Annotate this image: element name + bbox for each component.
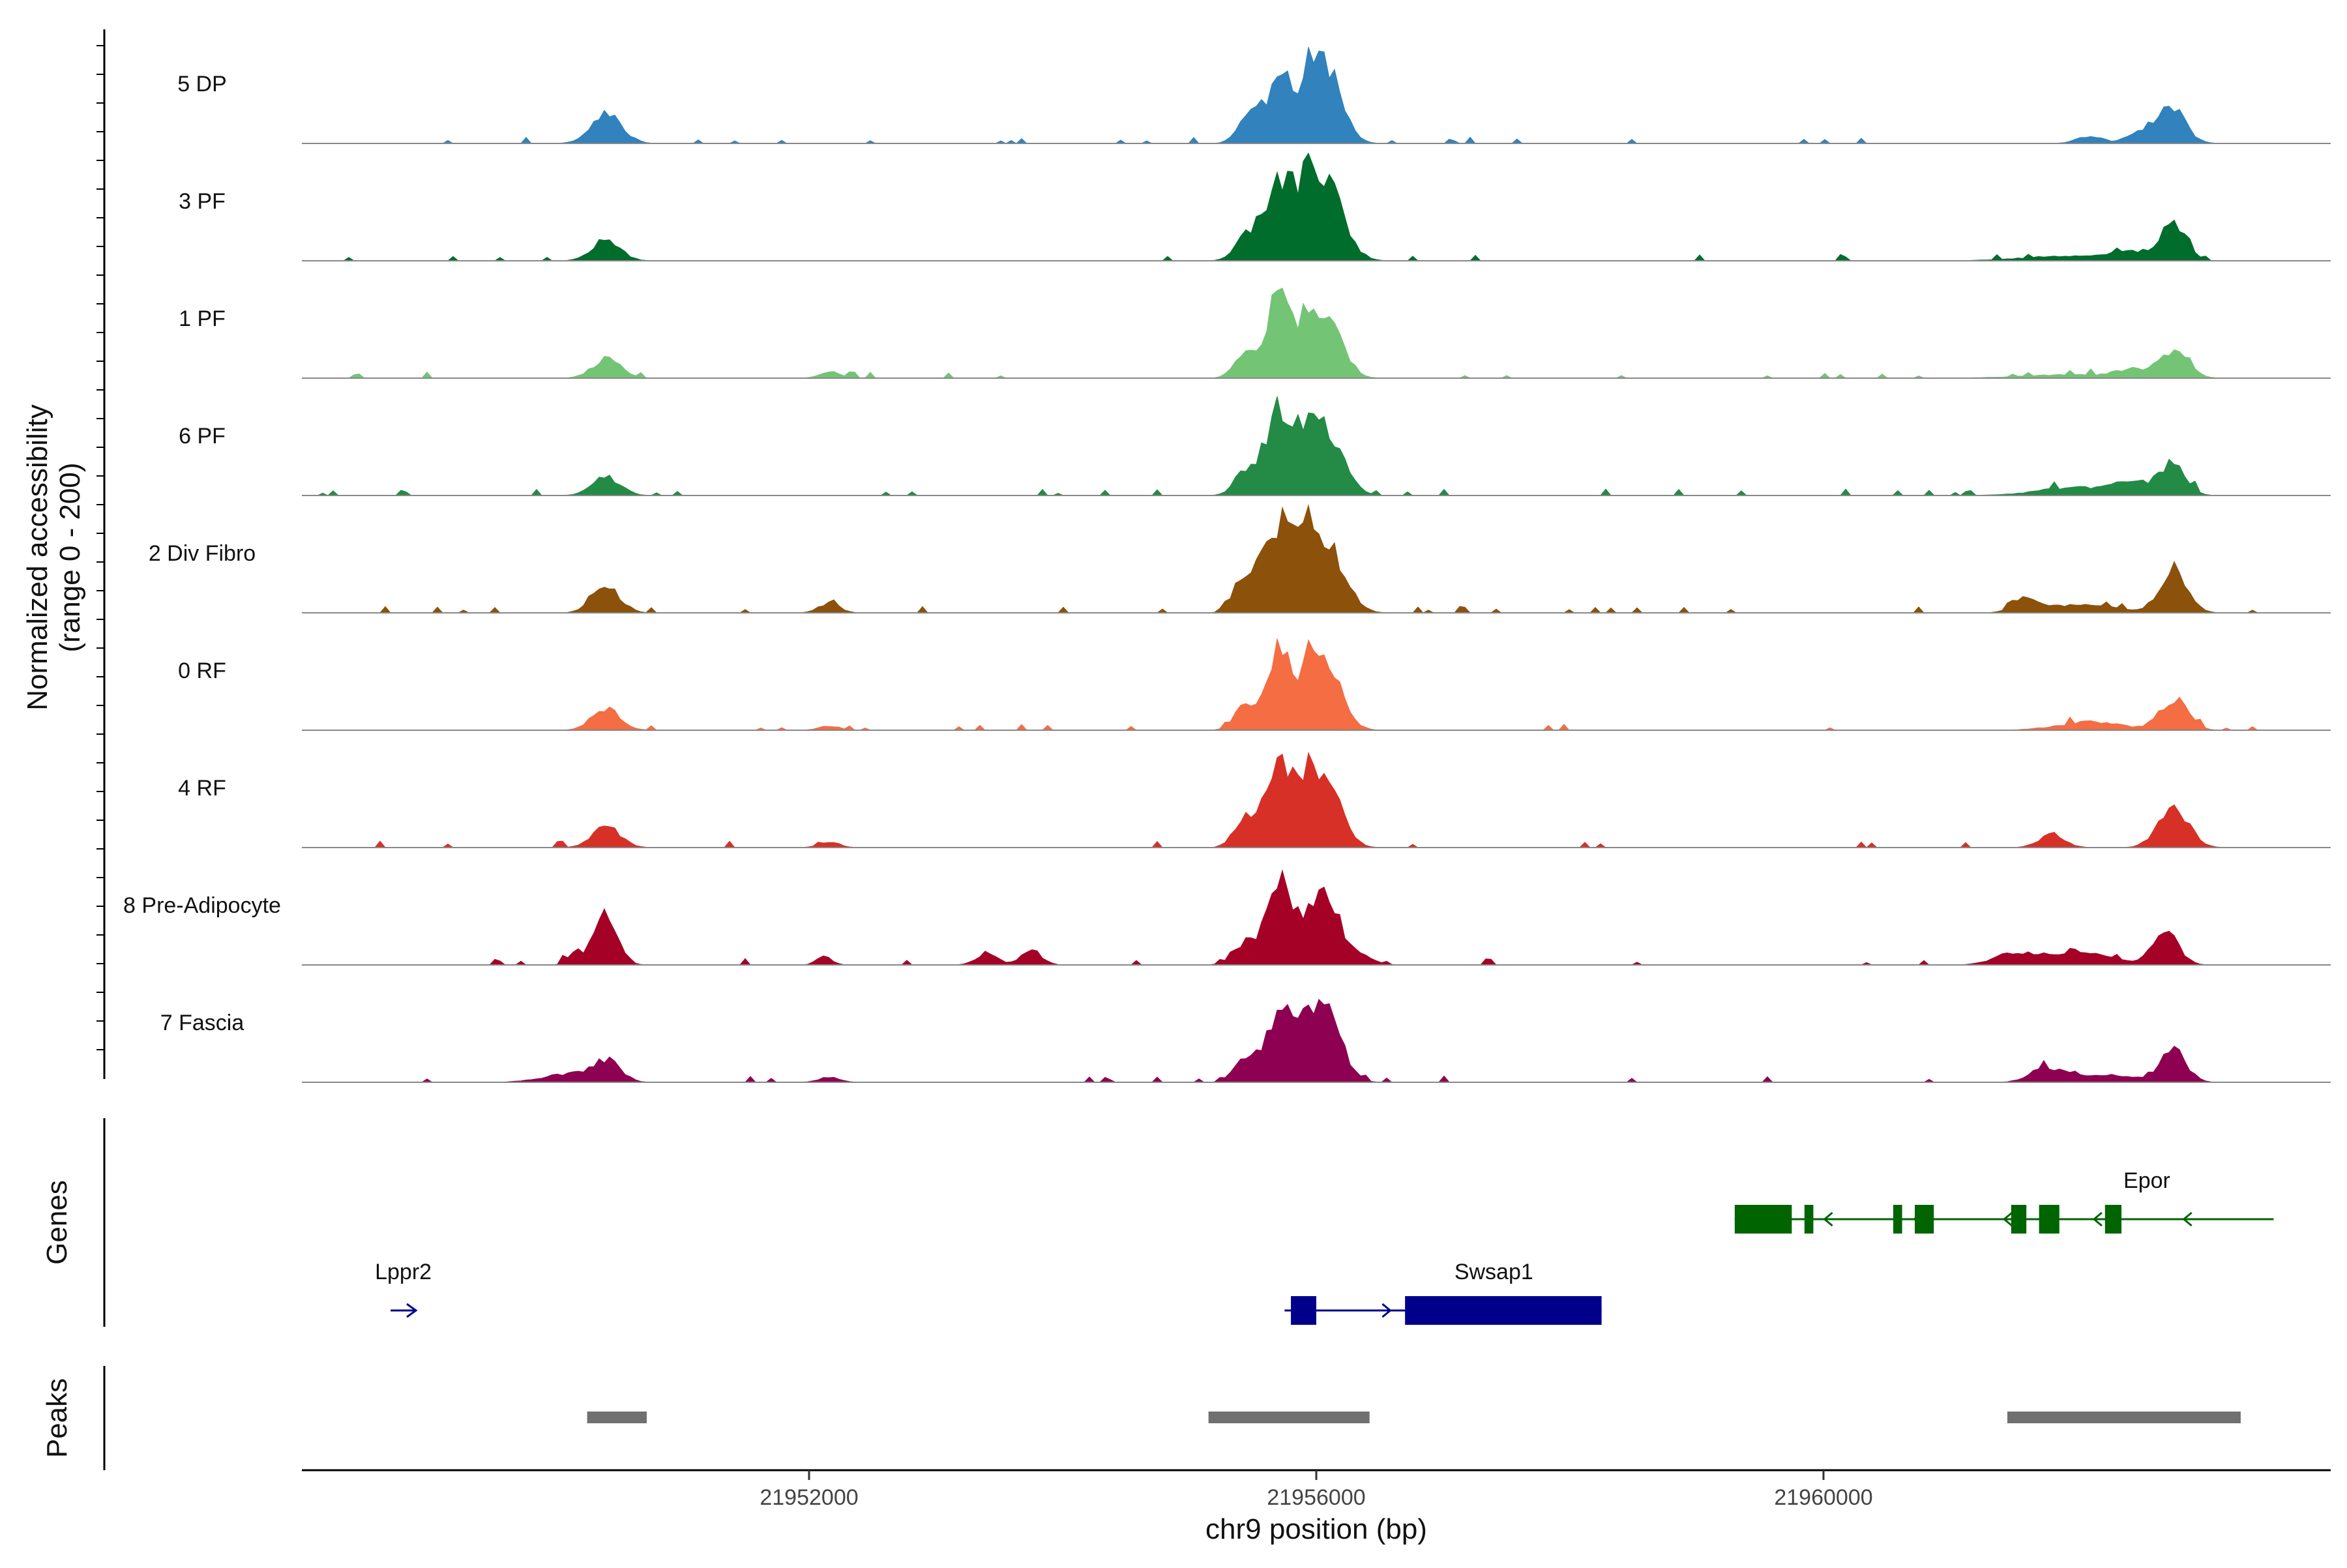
track-label: 2 Div Fibro — [149, 541, 256, 566]
exon — [1734, 1205, 1792, 1234]
gene-lppr2: Lppr2 — [375, 1260, 432, 1318]
gene-swsap1: Swsap1 — [1284, 1260, 1602, 1325]
track-label: 0 RF — [178, 658, 226, 683]
strand-arrow — [406, 1303, 418, 1318]
track-2-div-fibro: 2 Div Fibro — [149, 504, 2331, 614]
gene-epor: Epor — [1734, 1168, 2274, 1234]
y-axis-title-line2: (range 0 - 200) — [54, 462, 86, 652]
track-area — [302, 504, 2273, 614]
track-7-fascia: 7 Fascia — [160, 998, 2331, 1083]
track-5-dp: 5 DP — [177, 47, 2331, 144]
genes-panel-title: Genes — [41, 1180, 73, 1265]
track-label: 8 Pre-Adipocyte — [123, 893, 281, 918]
peak-region — [587, 1412, 647, 1423]
x-axis-title: chr9 position (bp) — [1205, 1513, 1427, 1545]
exon — [1893, 1205, 1902, 1234]
exon — [1804, 1205, 1814, 1234]
strand-arrow — [1823, 1211, 1833, 1227]
track-4-rf: 4 RF — [178, 752, 2331, 848]
peaks-track — [587, 1412, 2241, 1423]
exon — [2039, 1205, 2059, 1234]
track-0-rf: 0 RF — [178, 638, 2331, 731]
y-axis-title-line1: Normalized accessibility — [22, 404, 53, 710]
coverage-axis-ticks — [96, 45, 104, 1050]
track-8-pre-adipocyte: 8 Pre-Adipocyte — [123, 869, 2331, 966]
x-tick-label: 21952000 — [760, 1485, 858, 1510]
track-label: 3 PF — [179, 189, 226, 214]
track-3-pf: 3 PF — [179, 152, 2331, 261]
track-area — [302, 638, 2273, 731]
track-label: 1 PF — [179, 306, 226, 331]
exon — [2011, 1205, 2027, 1234]
gene-label: Lppr2 — [375, 1260, 432, 1284]
track-area — [302, 869, 2273, 966]
gene-label: Swsap1 — [1454, 1260, 1533, 1284]
track-area — [302, 152, 2273, 261]
track-area — [302, 752, 2273, 848]
track-6-pf: 6 PF — [179, 396, 2331, 496]
peak-region — [1208, 1412, 1370, 1423]
coverage-tracks: 5 DP 3 PF 1 PF 6 PF 2 Div Fibro 0 RF 4 RF 8 Pre… — [123, 47, 2331, 1083]
x-tick-label: 21960000 — [1774, 1485, 1872, 1510]
strand-arrow — [1381, 1303, 1392, 1318]
track-1-pf: 1 PF — [179, 288, 2331, 379]
exon — [1915, 1205, 1934, 1234]
track-area — [302, 396, 2273, 496]
exon — [1405, 1296, 1602, 1325]
exon — [1291, 1296, 1316, 1325]
track-label: 6 PF — [179, 424, 226, 449]
x-axis-ticks: 21952000 21956000 21960000 — [760, 1470, 1873, 1510]
x-tick-label: 21956000 — [1267, 1485, 1365, 1510]
track-label: 4 RF — [178, 776, 226, 801]
strand-arrow — [2182, 1211, 2192, 1227]
track-area — [302, 47, 2273, 144]
exon — [2104, 1205, 2122, 1234]
track-label: 5 DP — [177, 72, 227, 96]
peak-region — [2007, 1412, 2241, 1423]
strand-arrow — [2092, 1211, 2103, 1227]
peaks-panel-title: Peaks — [41, 1378, 73, 1458]
track-area — [302, 288, 2273, 379]
gene-label: Epor — [2123, 1168, 2170, 1193]
track-label: 7 Fascia — [160, 1011, 244, 1035]
track-area — [302, 998, 2273, 1083]
strand-arrow — [2002, 1211, 2013, 1227]
genes-track: Lppr2 Swsap1 Epor — [375, 1168, 2274, 1325]
